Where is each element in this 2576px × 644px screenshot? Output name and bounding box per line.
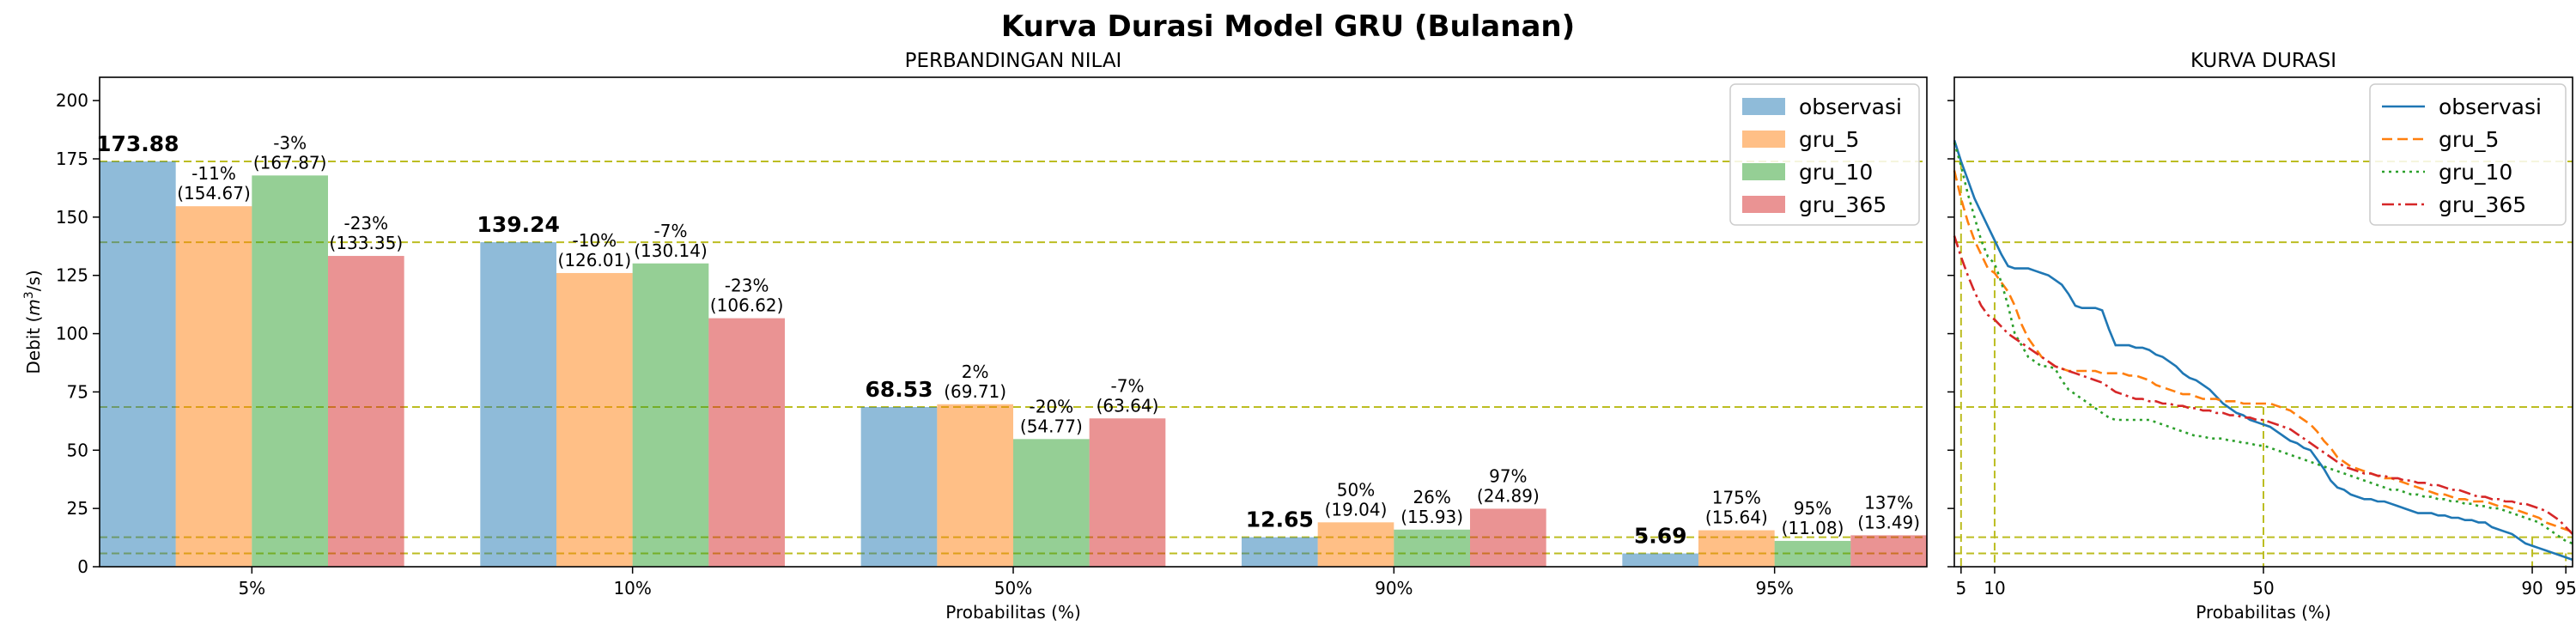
bar-y-tick-label-4: 100 [56, 324, 88, 344]
bar-gru_10-3 [1394, 529, 1470, 567]
bar-y-axis-label: Debit (m3/s) [22, 270, 44, 374]
line-legend: observasi gru_5 gru_10 gru_365 [2369, 83, 2567, 226]
bar-label-gru_10-4: 95% (11.08) [1782, 498, 1844, 538]
bar-gru_365-2 [1089, 418, 1166, 567]
bar-label-gru_365-3: 97% (24.89) [1477, 465, 1540, 506]
line-x-tick-label-0: 5 [1955, 578, 1966, 598]
line-gru_5 [1953, 170, 2573, 533]
line-reference-lines [1954, 161, 2573, 567]
line-gru_365 [1953, 235, 2573, 535]
line-legend-box [2369, 83, 2567, 226]
bar-observasi-1 [480, 242, 556, 567]
bar-gru_10-4 [1774, 540, 1851, 567]
bar-gru_5-4 [1698, 530, 1775, 567]
bar-label-gru_5-1: -10% (126.01) [558, 230, 632, 270]
bar-x-tick-label-3: 90% [1375, 578, 1413, 598]
bar-gru_5-2 [937, 404, 1013, 567]
line-legend-label-gru_10: gru_10 [2439, 160, 2512, 185]
bar-y-tick-label-5: 125 [56, 265, 88, 286]
line-legend-label-gru_5: gru_5 [2439, 127, 2499, 152]
bar-legend-swatch-observasi [1742, 98, 1785, 115]
bar-label-gru_5-0: -11% (154.67) [177, 163, 251, 204]
bar-observasi-2 [860, 406, 938, 567]
bar-x-tick-label-2: 50% [994, 578, 1032, 598]
bar-legend-swatch-gru_10 [1742, 163, 1785, 180]
bar-y-tick-label-0: 0 [77, 556, 88, 577]
bar-label-gru_5-4: 175% (15.64) [1705, 488, 1768, 528]
bar-label-gru_10-0: -3% (167.87) [253, 132, 327, 173]
bar-y-tick-label-8: 200 [56, 90, 88, 111]
line-x-tick-label-1: 10 [1984, 578, 2005, 598]
bar-legend-swatch-gru_365 [1742, 196, 1785, 213]
bar-gru_10-2 [1013, 439, 1090, 567]
bar-y-axis: 0 25 50 75 100 125 150 175 200 [56, 90, 100, 577]
bar-legend-label-gru_5: gru_5 [1799, 127, 1859, 152]
line-x-axis: 5 10 50 90 95 [1955, 567, 2576, 598]
bar-legend-label-gru_365: gru_365 [1799, 192, 1886, 217]
bar-gru_365-4 [1850, 535, 1927, 567]
bar-observasi-4 [1622, 553, 1698, 567]
bar-gru_365-0 [328, 256, 404, 567]
bar-x-axis: 5% 10% 50% 90% 95% [238, 567, 1794, 598]
bar-label-gru_365-2: -7% (63.64) [1097, 375, 1159, 416]
bar-gru_5-3 [1317, 522, 1394, 567]
bar-legend: observasi gru_5 gru_10 gru_365 [1729, 83, 1920, 226]
line-legend-label-gru_365: gru_365 [2439, 192, 2526, 217]
line-x-axis-label: Probabilitas (%) [2196, 602, 2331, 623]
line-x-tick-label-2: 50 [2252, 578, 2274, 598]
bar-label-gru_10-2: -20% (54.77) [1020, 396, 1083, 436]
bar-label-gru_10-1: -7% (130.14) [634, 221, 708, 261]
line-chart-title: KURVA DURASI [2190, 50, 2336, 72]
line-x-tick-label-3: 90 [2521, 578, 2543, 598]
line-x-tick-label-4: 95 [2555, 578, 2576, 598]
bar-label-observasi-1: 139.24 [477, 212, 559, 237]
line-legend-label-observasi: observasi [2439, 94, 2542, 119]
bar-label-observasi-4: 5.69 [1634, 524, 1687, 549]
bar-y-tick-label-7: 175 [56, 149, 88, 169]
bar-chart-title: PERBANDINGAN NILAI [905, 50, 1122, 72]
bar-label-gru_5-3: 50% (19.04) [1325, 479, 1388, 519]
line-y-axis [1947, 100, 1954, 568]
bar-y-tick-label-2: 50 [67, 440, 88, 460]
line-series [1953, 139, 2573, 562]
bar-x-tick-label-4: 95% [1755, 578, 1793, 598]
bar-label-observasi-0: 173.88 [96, 131, 179, 156]
line-chart: KURVA DURASI 5 10 50 90 95 Probabilitas (%) … [1947, 50, 2576, 623]
bar-gru_365-1 [708, 318, 785, 567]
bar-legend-label-observasi: observasi [1799, 94, 1902, 119]
bar-gru_10-1 [632, 263, 709, 567]
bar-label-gru_365-1: -23% (106.62) [710, 276, 784, 316]
bar-x-tick-label-0: 5% [238, 578, 265, 598]
bar-label-gru_10-3: 26% (15.93) [1400, 487, 1463, 527]
bar-y-tick-label-6: 150 [56, 207, 88, 228]
bar-observasi-3 [1242, 537, 1318, 567]
bar-chart: PERBANDINGAN NILAI 173.88 139.24 68.53 12.6… [22, 50, 1928, 623]
bar-label-gru_365-4: 137% (13.49) [1857, 492, 1920, 532]
bar-legend-label-gru_10: gru_10 [1799, 160, 1873, 185]
bar-gru_365-3 [1470, 508, 1546, 567]
bar-label-observasi-3: 12.65 [1246, 507, 1314, 532]
line-gru_10 [1953, 142, 2573, 545]
bar-gru_10-0 [252, 175, 328, 568]
bar-gru_5-0 [175, 206, 252, 567]
bar-gru_5-1 [556, 272, 633, 567]
bar-label-gru_5-2: 2% (69.71) [944, 361, 1006, 402]
bar-label-gru_365-0: -23% (133.35) [330, 213, 404, 253]
bar-label-observasi-2: 68.53 [865, 377, 933, 402]
bar-x-axis-label: Probabilitas (%) [945, 602, 1081, 623]
figure-title: Kurva Durasi Model GRU (Bulanan) [1001, 9, 1575, 44]
line-observasi [1953, 139, 2573, 562]
bar-legend-swatch-gru_5 [1742, 131, 1785, 148]
bar-observasi-0 [100, 161, 176, 568]
bar-series [100, 161, 1927, 568]
bar-legend-box [1729, 83, 1920, 226]
bar-x-tick-label-1: 10% [613, 578, 651, 598]
bar-y-tick-label-3: 75 [67, 381, 88, 402]
bar-y-tick-label-1: 25 [67, 498, 88, 519]
bar-data-labels: 173.88 139.24 68.53 12.65 5.69 -11% (154.67) -1… [96, 131, 1920, 549]
